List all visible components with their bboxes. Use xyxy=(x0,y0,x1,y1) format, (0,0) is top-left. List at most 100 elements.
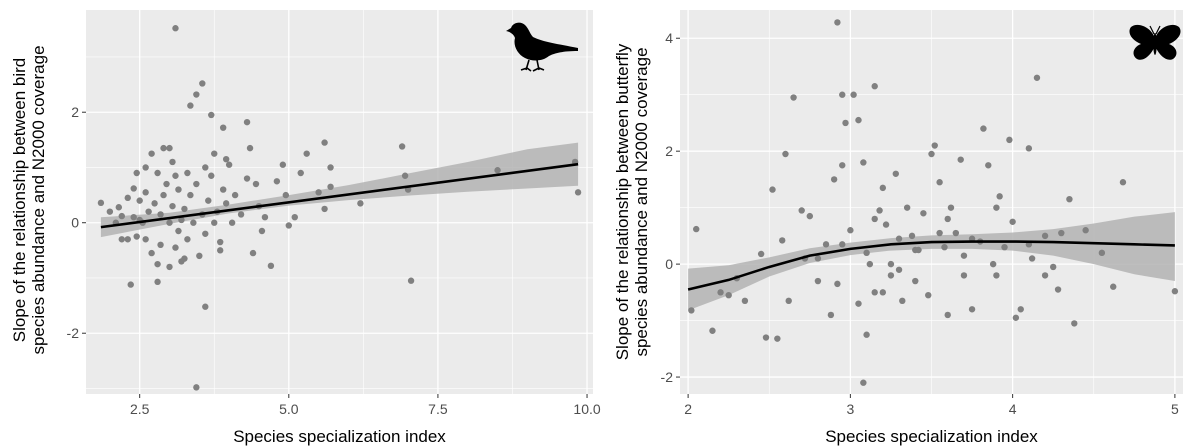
data-point xyxy=(863,249,870,257)
data-point xyxy=(1082,227,1089,234)
data-point xyxy=(860,379,867,386)
data-point xyxy=(871,83,878,90)
data-point xyxy=(941,243,948,251)
data-point xyxy=(172,244,179,251)
data-point xyxy=(882,221,890,228)
data-point xyxy=(160,191,167,199)
data-point xyxy=(124,194,131,202)
data-point xyxy=(1058,229,1065,237)
data-point xyxy=(315,189,322,196)
data-point xyxy=(246,144,254,152)
bird-panel: 2.5 5.0 7.5 10.0 -2 0 2 Species specializatio… xyxy=(10,10,601,446)
data-point xyxy=(249,249,257,257)
confidence-band xyxy=(100,142,579,238)
data-point xyxy=(717,289,724,296)
data-point xyxy=(899,297,906,305)
data-point xyxy=(947,204,955,211)
data-point xyxy=(205,197,212,204)
data-point xyxy=(243,175,251,182)
data-point xyxy=(779,237,786,244)
data-point xyxy=(1033,74,1041,81)
data-point xyxy=(166,144,173,152)
data-point xyxy=(1071,320,1078,327)
data-point xyxy=(136,197,143,204)
data-point xyxy=(887,272,895,279)
data-point xyxy=(1012,314,1020,321)
data-point xyxy=(834,280,841,288)
data-point xyxy=(160,144,167,152)
data-point xyxy=(688,307,695,314)
data-point xyxy=(124,236,131,243)
data-point xyxy=(574,189,582,196)
data-point xyxy=(401,172,409,179)
data-point xyxy=(222,200,230,207)
data-point xyxy=(1006,136,1013,144)
data-point xyxy=(142,164,149,171)
data-point xyxy=(303,150,310,157)
data-point xyxy=(118,236,125,243)
data-point xyxy=(757,250,765,258)
data-point xyxy=(175,186,182,193)
data-point xyxy=(985,162,992,169)
data-point xyxy=(782,150,789,158)
y-tick-label: 2 xyxy=(665,143,673,159)
data-point xyxy=(871,289,878,296)
data-point xyxy=(863,331,870,338)
data-point xyxy=(944,215,951,223)
data-point xyxy=(1041,232,1049,240)
data-point xyxy=(285,222,292,229)
data-point xyxy=(1028,255,1036,262)
data-point xyxy=(920,210,927,217)
data-point xyxy=(211,219,218,226)
data-point xyxy=(709,327,716,334)
data-point xyxy=(822,241,830,248)
data-point xyxy=(208,111,215,119)
y-axis-label-line1: Slope of the relationship between butter… xyxy=(613,43,632,360)
data-point xyxy=(219,186,227,193)
data-point xyxy=(494,167,501,174)
data-point xyxy=(1025,145,1033,152)
y-tick-label: -2 xyxy=(661,369,674,385)
data-point xyxy=(154,260,161,268)
data-point xyxy=(839,241,846,248)
butterfly-silhouette-icon xyxy=(1129,24,1181,60)
data-point xyxy=(769,186,776,193)
data-point xyxy=(407,277,415,284)
data-point xyxy=(267,262,275,270)
data-point xyxy=(842,119,849,127)
data-point xyxy=(115,204,123,211)
data-point xyxy=(142,236,149,243)
data-point xyxy=(839,91,846,98)
data-point xyxy=(231,191,239,199)
data-point xyxy=(827,311,835,319)
x-axis-label: Species specialization index xyxy=(825,427,1038,446)
data-point xyxy=(181,255,188,262)
data-point xyxy=(291,213,298,221)
data-point xyxy=(960,272,968,279)
data-point xyxy=(130,185,137,192)
data-point xyxy=(908,232,916,240)
data-point xyxy=(774,335,781,342)
data-point xyxy=(814,277,822,285)
x-tick-label: 5 xyxy=(1171,401,1179,417)
data-point xyxy=(181,205,188,213)
data-point xyxy=(879,289,887,296)
data-point xyxy=(980,125,987,132)
data-point xyxy=(850,91,857,98)
data-point xyxy=(989,260,997,268)
data-point xyxy=(1098,249,1106,257)
data-point xyxy=(228,219,236,226)
data-point xyxy=(202,303,209,310)
data-point xyxy=(154,278,161,286)
data-point xyxy=(142,189,149,196)
data-point xyxy=(321,205,328,213)
data-point xyxy=(145,208,152,215)
x-tick-label: 10.0 xyxy=(573,401,600,417)
data-point xyxy=(169,202,176,210)
x-axis-ticks: 2 3 4 5 xyxy=(684,394,1179,417)
data-point xyxy=(993,272,1000,279)
data-point xyxy=(790,94,797,101)
data-point xyxy=(279,161,287,168)
regression-line xyxy=(100,162,579,229)
